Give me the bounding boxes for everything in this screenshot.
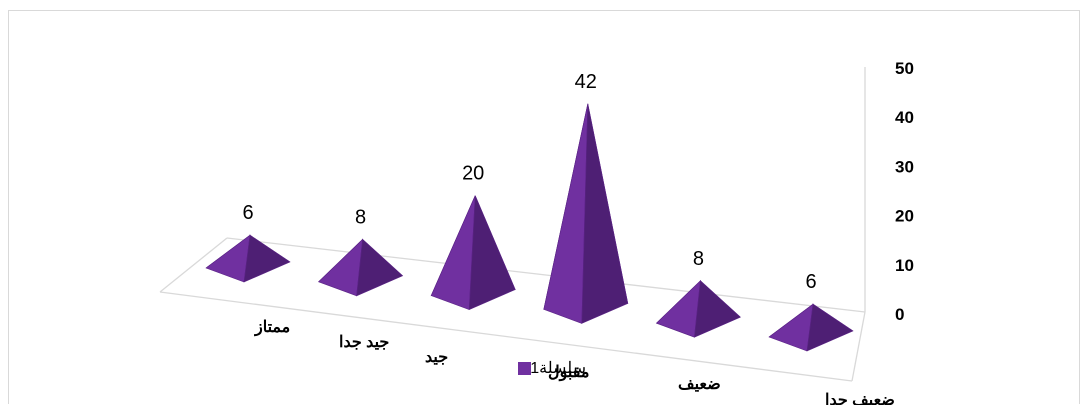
chart-floor xyxy=(159,237,866,382)
data-labels: 6 8 20 42 8 6 xyxy=(242,71,816,293)
legend-swatch xyxy=(518,362,531,375)
category-label: ضعيف xyxy=(678,376,721,393)
pyramid-front-right-face xyxy=(581,103,629,324)
pyramid-front-left-face xyxy=(430,195,476,311)
pyramid-front-left-face xyxy=(205,234,251,283)
data-label: 6 xyxy=(242,202,253,224)
pyramid-front-right-face xyxy=(468,195,516,311)
category-label: جيد xyxy=(425,349,448,366)
pyramid-front-right-face xyxy=(243,234,291,283)
pyramid-front-left-face xyxy=(768,303,814,352)
pyramid-bar xyxy=(430,195,516,311)
pyramid-front-right-face xyxy=(356,238,404,297)
chart-frame xyxy=(8,10,1080,404)
pyramid-bar xyxy=(205,234,291,283)
data-label: 8 xyxy=(693,248,704,270)
data-label: 42 xyxy=(575,71,597,93)
y-tick-label: 20 xyxy=(895,207,914,226)
pyramid-bar xyxy=(543,103,629,324)
category-label: ضعيف جدا xyxy=(825,392,895,405)
legend-label: سلسلة1 xyxy=(530,360,586,377)
pyramid-bar xyxy=(655,279,741,338)
data-label: 8 xyxy=(355,206,366,228)
pyramid-front-right-face xyxy=(806,303,854,352)
pyramid-front-right-face xyxy=(694,280,741,338)
pyramid-bar xyxy=(318,238,404,297)
pyramid-front-left-face xyxy=(318,238,363,297)
y-tick-label: 0 xyxy=(895,305,904,324)
pyramid-series xyxy=(205,103,854,352)
data-label: 20 xyxy=(462,163,484,185)
y-tick-label: 10 xyxy=(895,256,914,275)
y-tick-label: 30 xyxy=(895,157,914,176)
legend: سلسلة1 xyxy=(518,360,586,377)
pyramid-front-left-face xyxy=(655,280,701,338)
category-label: جيد جدا xyxy=(339,334,389,351)
category-label: مقبول xyxy=(548,364,589,382)
pyramid-front-left-face xyxy=(543,103,589,324)
y-tick-label: 40 xyxy=(895,108,914,127)
y-axis-ticks: 0 10 20 30 40 50 xyxy=(895,59,914,324)
category-label: ممتاز xyxy=(254,319,290,337)
y-tick-label: 50 xyxy=(895,59,914,78)
category-labels: ممتاز جيد جدا جيد مقبول ضعيف ضعيف جدا xyxy=(254,319,895,405)
pyramid-bar xyxy=(768,303,854,352)
data-label: 6 xyxy=(805,271,816,293)
